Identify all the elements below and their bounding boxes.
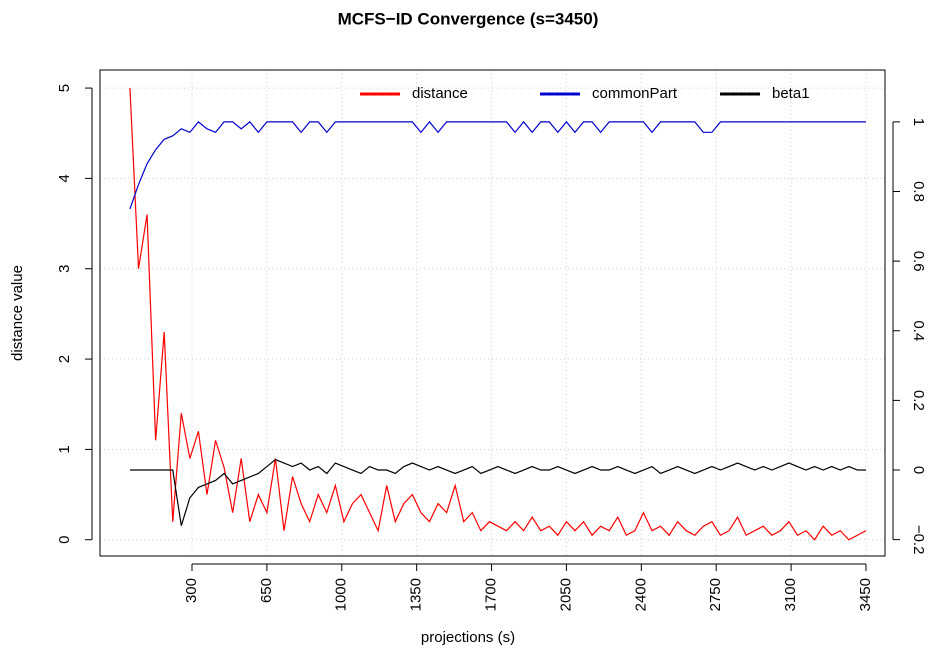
y-tick-label: 1: [56, 445, 73, 453]
y-tick-label: 2: [56, 355, 73, 363]
y2-tick-label: 1: [910, 118, 927, 126]
x-tick-label: 3450: [857, 578, 874, 611]
x-axis-title: projections (s): [421, 629, 515, 646]
legend-label: beta1: [772, 85, 810, 102]
x-tick-label: 2750: [707, 578, 724, 611]
x-tick-label: 2050: [557, 578, 574, 611]
x-tick-label: 3100: [782, 578, 799, 611]
y2-tick-label: 0.2: [910, 390, 927, 411]
y-tick-label: 5: [56, 84, 73, 92]
x-tick-label: 2400: [632, 578, 649, 611]
series-line: [129, 120, 866, 210]
legend-label: distance: [412, 85, 468, 102]
y2-tick-label: 0.8: [910, 181, 927, 202]
series-line: [129, 88, 867, 541]
x-tick-label: 1350: [408, 578, 425, 611]
x-tick-label: 1000: [333, 578, 350, 611]
x-tick-label: 650: [258, 578, 275, 603]
y-axis-title: distance value: [9, 265, 26, 361]
y2-tick-label: 0: [910, 466, 927, 474]
y-tick-label: 3: [56, 265, 73, 273]
x-tick-label: 1700: [483, 578, 500, 611]
y2-tick-label: 0.6: [910, 251, 927, 272]
y2-tick-label: −0.2: [910, 525, 927, 555]
y2-tick-label: 0.4: [910, 320, 927, 341]
plot-frame: [99, 69, 886, 557]
x-tick-label: 300: [183, 578, 200, 603]
series-line: [129, 458, 866, 526]
y-tick-label: 4: [56, 174, 73, 182]
y-tick-label: 0: [56, 536, 73, 544]
legend-label: commonPart: [592, 85, 678, 102]
chart-title: MCFS−ID Convergence (s=3450): [338, 9, 599, 28]
